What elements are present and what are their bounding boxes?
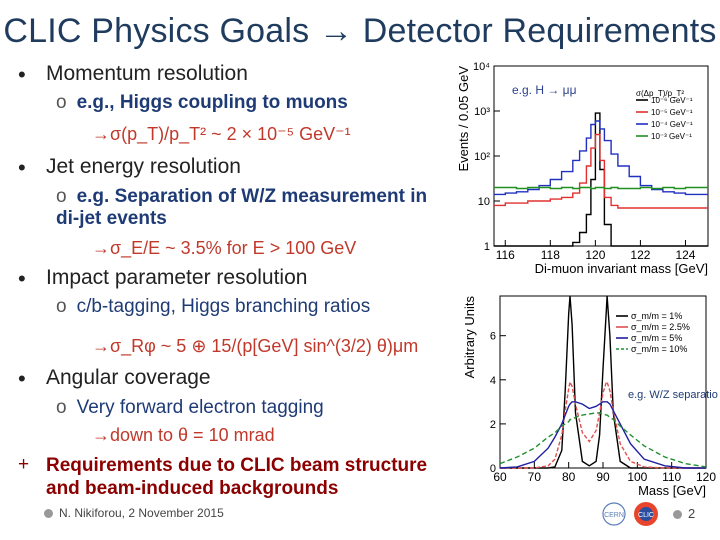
bullet-angular-coverage: Angular coverage [46,366,211,389]
x-tick-label: 80 [562,470,576,484]
sub-bullet-angular-coverage: o Very forward electron tagging [56,397,324,418]
sub-text: c/b-tagging, Higgs branching ratios [76,296,371,317]
beam-requirements: Requirements due to CLIC beam structure … [46,455,428,499]
x-tick-label: 118 [541,248,560,262]
x-tick-label: 60 [493,470,507,484]
chart-annotation: e.g. H → μμ [512,83,577,97]
bullet-dot: • [18,366,26,391]
sub-text: Very forward electron tagging [76,397,324,418]
y-tick-label: 10³ [474,106,490,118]
slide-title: CLIC Physics Goals → Detector Requiremen… [3,12,717,50]
sub-text: e.g. Separation of W/Z measurement in di… [56,186,428,229]
legend-label: 10⁻⁶ GeV⁻¹ [651,96,693,105]
bullet-momentum: Momentum resolution [46,62,248,85]
bullet-impact-parameter: Impact parameter resolution [46,266,308,289]
y-tick-label: 10 [478,196,490,208]
legend-label: σ_m/m = 5% [631,333,682,343]
plot-frame [493,65,709,247]
y-axis-label: Events / 0.05 GeV [456,66,471,172]
x-tick-label: 122 [630,248,650,262]
plus-marker: + [18,454,30,475]
clic-logo-text: CLIC [638,512,654,519]
bullet-dot: • [18,155,26,180]
page-number: 2 [673,506,695,521]
x-tick-label: 90 [596,470,610,484]
bullet-dot: • [18,266,26,291]
clic-logo-inner [639,507,653,521]
series-line [499,412,707,468]
legend-label: σ_m/m = 1% [631,311,682,321]
x-tick-label: 124 [675,248,695,262]
sub-bullet-jet-energy: o e.g. Separation of W/Z measurement in d… [56,186,428,229]
sub-bullet-impact-parameter: o c/b-tagging, Higgs branching ratios [56,296,371,317]
requirement-angular-coverage: →down to θ = 10 mrad [92,425,275,445]
x-tick-label: 100 [627,470,647,484]
y-tick-label: 10⁴ [473,61,490,73]
y-tick-label: 4 [490,375,496,387]
legend-label: 10⁻³ GeV⁻¹ [651,132,692,141]
footer-text: N. Nikiforou, 2 November 2015 [59,506,224,520]
cern-logo-icon [602,502,626,526]
legend-label: 10⁻⁵ GeV⁻¹ [651,108,693,117]
requirement-jet-energy: →σ_E/E ~ 3.5% for E > 100 GeV [92,238,357,258]
y-tick-label: 6 [490,331,496,343]
x-tick-label: 70 [528,470,542,484]
footer-dot [44,509,53,519]
legend-label: σ_m/m = 2.5% [631,322,690,332]
y-tick-label: 2 [490,419,496,431]
series-line [500,295,706,469]
requirement-momentum: →σ(p_T)/p_T² ~ 2 × 10⁻⁵ GeV⁻¹ [92,124,351,144]
bullet-dot: • [18,62,26,87]
bullet-jet-energy: Jet energy resolution [46,155,241,178]
series-line [499,401,706,469]
y-axis-label: Arbitrary Units [462,296,477,379]
x-axis-label: Mass [GeV] [638,483,706,498]
x-tick-label: 110 [662,470,681,484]
requirement-impact-parameter: →σ_Rφ ~ 5 ⊕ 15/(p[GeV] sin^(3/2) θ)μm [92,336,419,356]
sub-bullet-momentum: o e.g., Higgs coupling to muons [56,92,348,113]
footer: N. Nikiforou, 2 November 2015 [44,506,224,520]
chart-dimuon-mass: 116 118 120 122 124 1 10 10² 10³ 10⁴ Di-muon invar… [456,61,709,276]
series-line [494,186,708,190]
series-line [494,133,708,209]
cern-logo-text: CERN [604,512,624,519]
legend-title: σ(Δp_T)/p_T² [636,89,684,98]
legend-label: 10⁻⁴ GeV⁻¹ [651,120,693,129]
x-axis-label: Di-muon invariant mass [GeV] [535,261,708,276]
series-line [494,112,708,247]
legend-label: σ_m/m = 10% [631,344,687,354]
logo-group: CERN CLIC [600,498,670,539]
x-tick-label: 120 [585,248,605,262]
cern-clic-logo: CERN CLIC [602,502,658,526]
sub-text: e.g., Higgs coupling to muons [76,92,348,113]
chart-wz-separation: 60 70 80 90 100 110 120 0 2 4 6 Mass [GeV] Arbitrary… [462,295,718,498]
x-tick-label: 120 [696,470,716,484]
y-tick-label: 10² [474,151,490,163]
y-tick-label: 1 [484,241,490,253]
x-tick-label: 116 [496,248,515,262]
y-tick-label: 0 [490,463,496,475]
page-dot [673,510,682,520]
page-number-text: 2 [688,506,696,521]
chart-annotation: e.g. W/Z separation [628,389,718,401]
series-line [500,379,706,469]
